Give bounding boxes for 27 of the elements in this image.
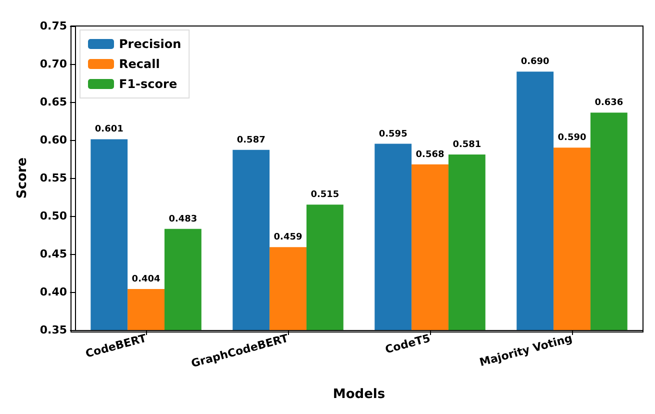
data-label: 0.636 (594, 98, 624, 108)
data-label: 0.568 (416, 150, 444, 160)
y-tick-label: 0.40 (40, 286, 68, 298)
data-label: 0.483 (168, 214, 198, 224)
x-tick-label: CodeT5 (384, 332, 432, 356)
data-label: 0.595 (378, 129, 408, 140)
y-tick-label: 0.65 (40, 96, 68, 108)
y-axis-title: Score (15, 157, 30, 199)
data-label: 0.459 (274, 232, 302, 243)
data-label: 0.690 (520, 57, 550, 68)
data-label: 0.587 (236, 135, 266, 146)
data-label: 0.601 (94, 124, 124, 135)
data-label: 0.515 (310, 190, 340, 200)
legend-label: F1-score (119, 77, 178, 91)
data-label: 0.590 (558, 133, 586, 144)
legend-label: Precision (119, 37, 182, 51)
y-tick-label: 0.45 (40, 248, 68, 260)
legend-label: Recall (119, 57, 160, 71)
y-tick-label: 0.35 (40, 324, 68, 336)
y-tick-label: 0.70 (40, 58, 68, 70)
y-tick-label: 0.55 (40, 172, 68, 184)
data-label: 0.581 (452, 140, 482, 150)
data-label: 0.404 (132, 274, 160, 284)
x-axis-title: Models (332, 387, 386, 402)
y-tick-label: 0.75 (40, 20, 68, 32)
y-tick-label: 0.50 (40, 210, 68, 222)
y-tick-label: 0.60 (40, 134, 68, 146)
